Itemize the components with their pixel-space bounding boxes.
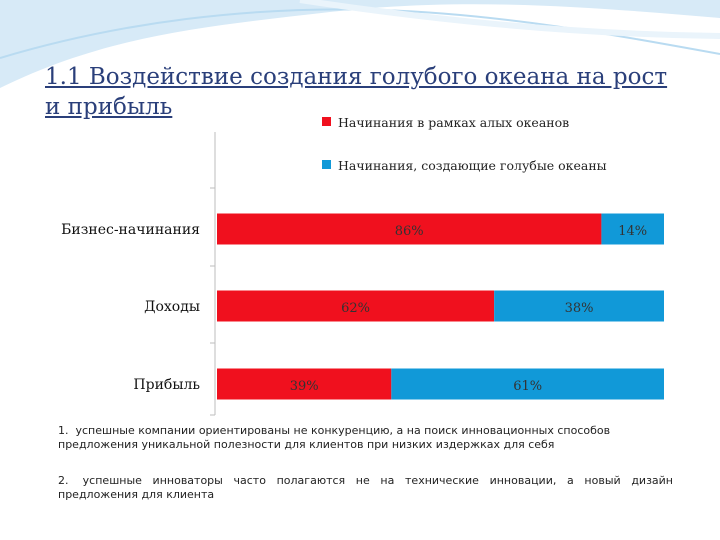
category-label: Прибыль xyxy=(133,377,200,393)
data-label: 38% xyxy=(565,301,594,316)
footnote-text: успешные инноваторы часто полагаются не … xyxy=(58,474,674,501)
category-label: Доходы xyxy=(144,299,200,315)
bar-blue-ocean xyxy=(601,213,664,245)
bar-red-ocean xyxy=(217,290,495,322)
wave-decoration xyxy=(0,0,720,88)
legend-swatch-red xyxy=(322,117,331,126)
legend-swatch-blue xyxy=(322,160,331,169)
footnote-2: 2. успешные инноваторы часто полагаются … xyxy=(58,474,673,502)
data-label: 61% xyxy=(513,379,542,394)
data-label: 14% xyxy=(618,224,647,239)
bar-red-ocean xyxy=(217,368,392,400)
footnote-1: 1. успешные компании ориентированы не ко… xyxy=(58,424,673,452)
bar-red-ocean xyxy=(217,213,602,245)
category-label: Бизнес-начинания xyxy=(61,222,200,238)
bar-blue-ocean xyxy=(391,368,664,400)
wave-highlight xyxy=(299,0,720,39)
footnote-number: 2. xyxy=(58,474,69,487)
footnote-text: успешные компании ориентированы не конку… xyxy=(58,424,611,451)
footnote-number: 1. xyxy=(58,424,69,437)
bar-blue-ocean xyxy=(494,290,664,322)
legend-label: Начинания в рамках алых океанов xyxy=(338,115,570,130)
data-label: 39% xyxy=(290,379,319,394)
data-label: 86% xyxy=(395,224,424,239)
data-label: 62% xyxy=(341,301,370,316)
slide-title: 1.1 Воздействие создания голубого океана… xyxy=(45,64,668,120)
legend-label: Начинания, создающие голубые океаны xyxy=(338,158,607,173)
